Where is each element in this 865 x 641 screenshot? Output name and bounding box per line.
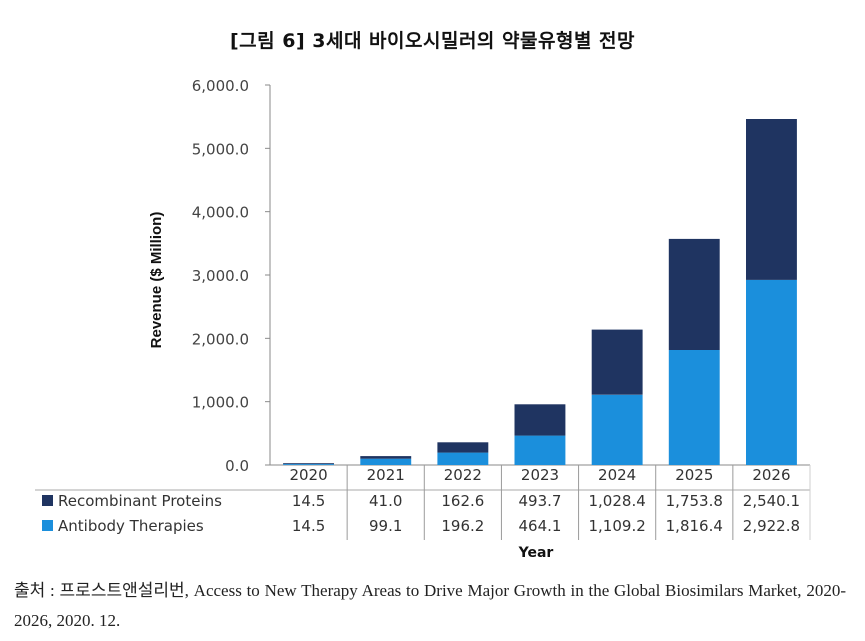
bar-recombinant-proteins-2024 <box>591 329 643 395</box>
bar-antibody-therapies-2025 <box>668 350 720 465</box>
bar-recombinant-proteins-2022 <box>437 442 489 453</box>
data-label: 1,109.2 <box>589 517 646 535</box>
y-tick-label: 6,000.0 <box>192 77 249 95</box>
bar-antibody-therapies-2020 <box>283 464 334 465</box>
y-tick-label: 3,000.0 <box>192 267 249 285</box>
data-label: 493.7 <box>519 492 562 510</box>
data-label: 2,540.1 <box>743 492 800 510</box>
figure-title: [그림 6] 3세대 바이오시밀러의 약물유형별 전망 <box>229 30 636 52</box>
legend-swatch-recombinant-proteins <box>42 495 53 506</box>
y-axis: 0.0 1,000.0 2,000.0 3,000.0 4,000.0 5,000.0 6,… <box>192 77 810 475</box>
legend-label: Antibody Therapies <box>58 517 204 535</box>
data-label: 41.0 <box>369 492 402 510</box>
source-caption: 출처 : 프로스트앤설리번, Access to New Therapy Are… <box>14 581 846 630</box>
bar-antibody-therapies-2022 <box>437 452 489 465</box>
x-tick-label: 2021 <box>367 466 405 484</box>
bar-recombinant-proteins-2020 <box>283 463 334 465</box>
x-tick-label: 2025 <box>675 466 713 484</box>
bar-recombinant-proteins-2026 <box>746 119 797 280</box>
x-tick-label: 2024 <box>598 466 636 484</box>
bars <box>283 119 797 465</box>
x-axis-label: Year <box>518 545 554 561</box>
y-axis-label: Revenue ($ Million) <box>148 212 165 349</box>
x-tick-label: 2026 <box>752 466 790 484</box>
bar-antibody-therapies-2023 <box>514 435 566 465</box>
bar-antibody-therapies-2026 <box>746 279 797 465</box>
data-label: 464.1 <box>519 517 562 535</box>
data-label: 14.5 <box>292 492 325 510</box>
data-label: 99.1 <box>369 517 402 535</box>
bar-recombinant-proteins-2025 <box>668 238 720 350</box>
legend-swatch-antibody-therapies <box>42 520 53 531</box>
y-tick-label: 5,000.0 <box>192 140 249 158</box>
y-tick-label: 1,000.0 <box>192 394 249 412</box>
data-label: 162.6 <box>441 492 484 510</box>
data-table: 2020 2021 2022 2023 2024 2025 2026 Recombinant … <box>35 465 811 540</box>
y-tick-label: 2,000.0 <box>192 330 249 348</box>
data-label: 14.5 <box>292 517 325 535</box>
bar-antibody-therapies-2021 <box>360 458 412 465</box>
x-tick-label: 2023 <box>521 466 559 484</box>
legend-label: Recombinant Proteins <box>58 492 222 510</box>
bar-recombinant-proteins-2021 <box>360 456 412 459</box>
bar-antibody-therapies-2024 <box>591 394 643 465</box>
bar-recombinant-proteins-2023 <box>514 404 566 436</box>
data-label: 196.2 <box>441 517 484 535</box>
data-label: 1,753.8 <box>666 492 723 510</box>
y-tick-label: 0.0 <box>225 457 249 475</box>
x-tick-label: 2022 <box>444 466 482 484</box>
y-tick-label: 4,000.0 <box>192 204 249 222</box>
x-tick-label: 2020 <box>289 466 327 484</box>
data-label: 1,816.4 <box>666 517 723 535</box>
data-label: 1,028.4 <box>589 492 646 510</box>
data-label: 2,922.8 <box>743 517 800 535</box>
